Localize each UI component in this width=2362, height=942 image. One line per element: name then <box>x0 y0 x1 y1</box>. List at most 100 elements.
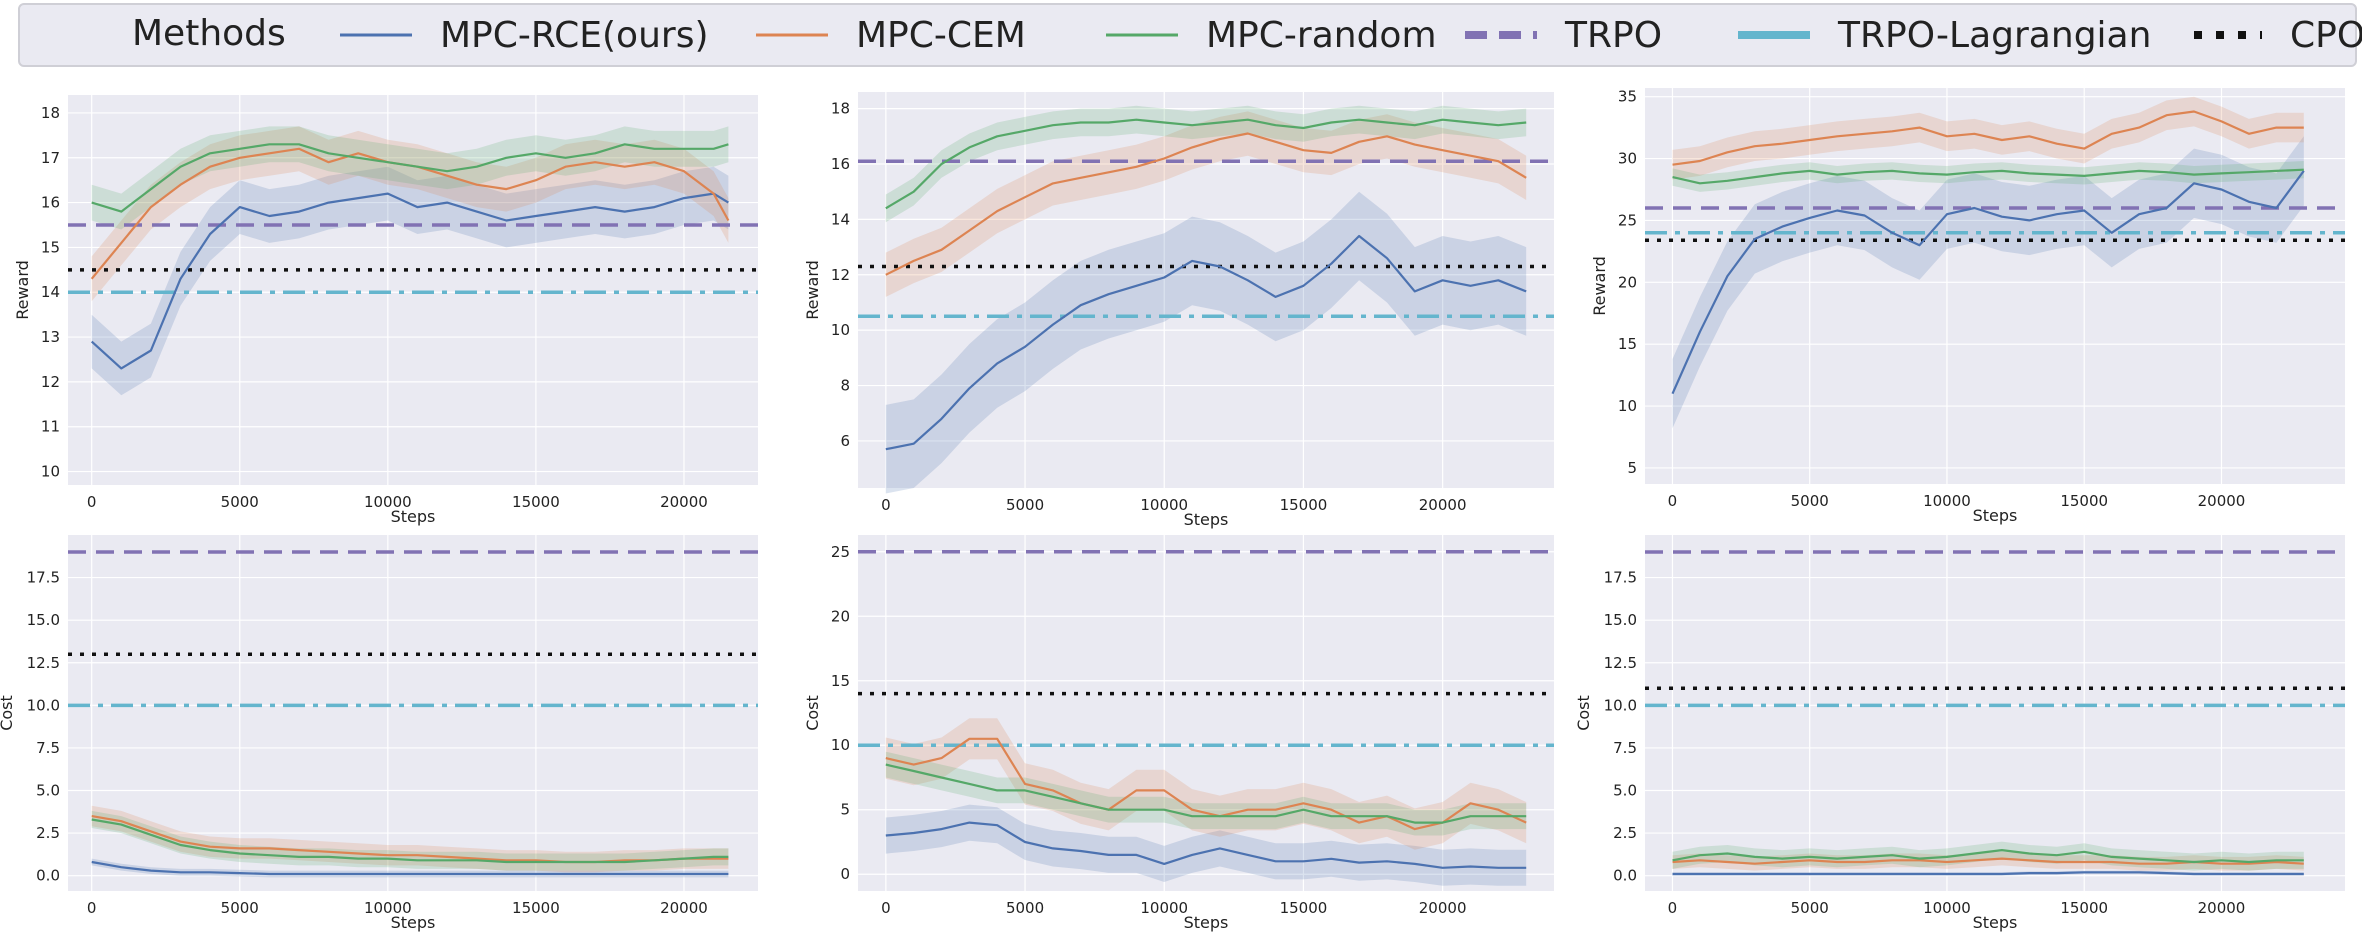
series-band-mpc-cem <box>91 126 729 302</box>
legend-title: Methods <box>132 13 286 54</box>
y-tick-label: 16 <box>831 155 850 173</box>
plot-background <box>68 535 758 891</box>
x-tick-label: 0 <box>881 899 891 917</box>
x-axis-label: Steps <box>1973 506 2018 525</box>
y-tick-label: 15.0 <box>1604 611 1637 629</box>
y-tick-label: 18 <box>831 100 850 118</box>
y-tick-label: 25 <box>831 543 850 561</box>
x-axis-label: Steps <box>391 913 436 932</box>
x-tick-label: 15000 <box>2060 492 2108 510</box>
series-band-mpc-cem <box>1672 851 2304 871</box>
y-tick-label: 20 <box>831 607 850 625</box>
y-tick-label: 25 <box>1618 211 1637 229</box>
x-tick-label: 5000 <box>1791 899 1829 917</box>
legend-label-mpc-random: MPC-random <box>1206 14 1437 56</box>
plot-background <box>858 535 1554 891</box>
y-axis-label: Reward <box>13 260 32 320</box>
series-line-mpc-rce-ours <box>91 860 729 876</box>
chart-panel-top-middle: 0 5000 10000 15000 20000 6 8 10 12 14 16 18 Steps Rew… <box>803 92 1554 529</box>
y-tick-label: 15 <box>1618 335 1637 353</box>
x-tick-label: 10000 <box>364 899 412 917</box>
series-band-mpc-cem <box>91 805 729 873</box>
series-band-mpc-cem <box>885 111 1527 297</box>
chart-panel-bottom-left: 0 5000 10000 15000 20000 0.0 2.5 5.0 7.5 10.0 12.5… <box>0 535 758 932</box>
x-tick-label: 5000 <box>1791 492 1829 510</box>
legend-swatch-mpc-random <box>1106 33 1178 37</box>
series-line-mpc-cem <box>91 815 729 864</box>
legend-swatch-trpo-lagrangian <box>1738 31 1810 39</box>
x-tick-label: 15000 <box>1280 496 1328 514</box>
legend-label-trpo: TRPO <box>1565 14 1663 56</box>
x-axis-label: Steps <box>1184 510 1229 529</box>
y-tick-label: 14 <box>41 283 60 301</box>
plot-background <box>1645 535 2345 891</box>
x-tick-label: 10000 <box>364 493 412 511</box>
chart-panel-top-right: 0 5000 10000 15000 20000 5 10 15 20 25 30 35 Steps Re… <box>1590 88 2345 525</box>
x-tick-label: 20000 <box>660 493 708 511</box>
y-tick-label: 10 <box>41 463 60 481</box>
y-tick-label: 17.5 <box>27 569 60 587</box>
legend: Methods MPC-RCE(ours) MPC-CEM MPC-random… <box>18 3 2362 67</box>
series-line-mpc-rce-ours <box>885 821 1527 869</box>
legend-item-mpc-random: MPC-random <box>1106 13 1437 57</box>
y-tick-label: 16 <box>41 194 60 212</box>
y-tick-label: 35 <box>1618 88 1637 106</box>
legend-label-mpc-rce: MPC-RCE(ours) <box>440 14 709 56</box>
legend-swatch-trpo <box>1465 31 1537 39</box>
y-axis-label: Cost <box>0 695 16 731</box>
series-line-mpc-rce-ours <box>885 234 1527 451</box>
series-line-mpc-rce-ours <box>1671 170 2305 395</box>
x-tick-label: 20000 <box>2198 899 2246 917</box>
x-tick-label: 0 <box>881 496 891 514</box>
y-tick-label: 17 <box>41 149 60 167</box>
y-tick-label: 0.0 <box>36 867 60 885</box>
series-band-mpc-random <box>1672 161 2304 192</box>
y-tick-label: 18 <box>41 104 60 122</box>
x-tick-label: 5000 <box>221 899 259 917</box>
x-tick-label: 0 <box>1668 899 1678 917</box>
plot-background <box>1645 88 2345 484</box>
series-line-mpc-random <box>1672 168 2304 185</box>
x-axis-label: Steps <box>1184 913 1229 932</box>
y-tick-label: 0.0 <box>1613 867 1637 885</box>
series-band-mpc-random <box>885 105 1527 223</box>
series-line-mpc-cem <box>885 132 1527 276</box>
series-line-mpc-random <box>885 763 1527 824</box>
y-axis-label: Reward <box>1590 256 1609 316</box>
chart-panel-bottom-right: 0 5000 10000 15000 20000 0.0 2.5 5.0 7.5 10.0 12.5… <box>1574 535 2345 932</box>
x-tick-label: 20000 <box>1419 899 1467 917</box>
chart-panel-top-left: 0 5000 10000 15000 20000 10 11 12 13 14 15 16 17 18 St… <box>13 95 758 526</box>
y-tick-label: 11 <box>41 418 60 436</box>
series-line-mpc-random <box>91 143 729 213</box>
y-axis-label: Reward <box>803 260 822 320</box>
x-tick-label: 15000 <box>2060 899 2108 917</box>
x-tick-label: 20000 <box>1419 496 1467 514</box>
series-line-mpc-cem <box>885 737 1527 831</box>
y-tick-label: 12.5 <box>27 654 60 672</box>
y-tick-label: 6 <box>840 432 850 450</box>
y-tick-label: 7.5 <box>36 739 60 757</box>
x-tick-label: 20000 <box>660 899 708 917</box>
x-tick-label: 0 <box>1668 492 1678 510</box>
y-tick-label: 15.0 <box>27 611 60 629</box>
y-tick-label: 14 <box>831 210 850 228</box>
x-tick-label: 5000 <box>1006 496 1044 514</box>
legend-item-trpo-lagrangian: TRPO-Lagrangian <box>1738 13 2151 57</box>
y-tick-label: 8 <box>840 377 850 395</box>
series-band-mpc-rce-ours <box>885 191 1527 494</box>
x-tick-label: 5000 <box>1006 899 1044 917</box>
plot-background <box>858 92 1554 488</box>
series-line-mpc-random <box>91 818 729 864</box>
x-tick-label: 0 <box>87 493 97 511</box>
y-tick-label: 15 <box>831 672 850 690</box>
series-line-mpc-random <box>1672 848 2304 864</box>
x-tick-label: 5000 <box>221 493 259 511</box>
series-band-mpc-cem <box>1672 96 2304 180</box>
y-tick-label: 12.5 <box>1604 654 1637 672</box>
series-line-mpc-rce-ours <box>90 192 729 370</box>
series-line-mpc-rce-ours <box>1672 871 2304 876</box>
chart-panel-bottom-middle: 0 5000 10000 15000 20000 0 5 10 15 20 25 Steps Cost <box>803 535 1554 932</box>
y-tick-label: 5.0 <box>1613 782 1637 800</box>
plot-background <box>68 95 758 485</box>
y-tick-label: 5.0 <box>36 782 60 800</box>
